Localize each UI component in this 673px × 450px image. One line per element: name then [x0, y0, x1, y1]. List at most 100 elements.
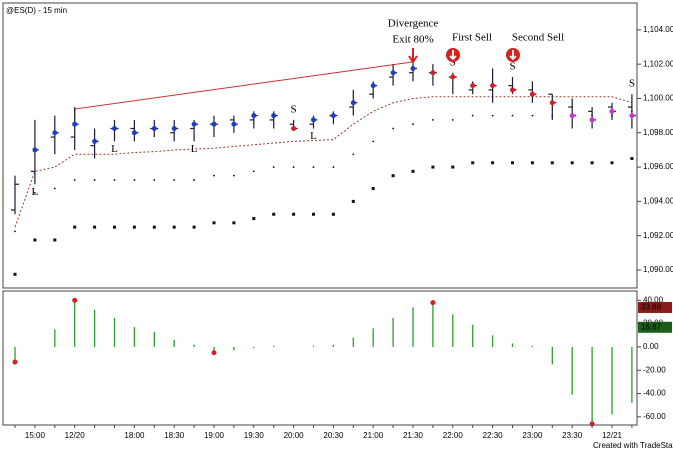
- lower-band-dot: [431, 165, 435, 169]
- signal-dot: [271, 113, 277, 119]
- divergence-arrow: [408, 48, 418, 64]
- lower-band-dot: [113, 225, 116, 229]
- band-dot: [193, 179, 196, 181]
- stop-line: [14, 96, 633, 228]
- lower-band-dot: [212, 221, 216, 225]
- lower-band-dot: [331, 212, 335, 216]
- signal-dot: [569, 113, 575, 119]
- lower-band-dot: [610, 161, 614, 165]
- y-tick-label: 40.00: [643, 295, 664, 304]
- peak-dot: [72, 297, 78, 303]
- signal-dot: [32, 147, 38, 153]
- signal-dot: [171, 125, 177, 131]
- band-dot: [113, 179, 116, 181]
- y-tick-label: 1,102.00: [643, 59, 673, 68]
- x-tick-label: 12/21: [602, 431, 623, 440]
- signal-label: L: [32, 186, 39, 198]
- lower-band-dot: [192, 225, 196, 229]
- x-tick-label: 22:30: [483, 431, 504, 440]
- x-tick-label: 15:00: [25, 431, 46, 440]
- signal-label: S: [450, 56, 456, 68]
- x-tick-label: 23:30: [562, 431, 583, 440]
- band-dot: [133, 179, 136, 181]
- y-tick-label: 1,104.00: [643, 25, 673, 34]
- lower-band-dot: [391, 174, 395, 178]
- lower-band-dot: [371, 187, 375, 191]
- band-dot: [272, 166, 275, 168]
- signal-dot: [430, 70, 436, 76]
- lower-band-dot: [471, 161, 475, 165]
- lower-band-dot: [152, 225, 156, 229]
- oscillator-pane: [2, 290, 638, 426]
- signal-label: L: [111, 143, 118, 155]
- band-dot: [352, 153, 355, 156]
- signal-dot: [470, 83, 476, 89]
- signal-dot: [291, 125, 297, 131]
- lower-band-dot: [93, 225, 97, 229]
- signal-label: L: [191, 143, 198, 155]
- lower-band-dot: [630, 157, 634, 161]
- x-tick-label: 20:30: [323, 431, 344, 440]
- signal-dot: [390, 70, 396, 76]
- y-tick-label: 1,090.00: [643, 265, 673, 274]
- y-tick-label: 1,094.00: [643, 196, 673, 205]
- band-dot: [491, 114, 494, 117]
- lower-band-dot: [411, 169, 415, 173]
- band-dot: [53, 187, 56, 190]
- lower-band-dot: [132, 225, 136, 229]
- signal-label: S: [509, 61, 515, 73]
- lower-band-dot: [232, 221, 236, 225]
- lower-band-dot: [53, 238, 57, 242]
- lower-band-dot: [550, 161, 554, 165]
- annotation: Divergence: [388, 18, 439, 30]
- signal-dot: [231, 121, 237, 127]
- signal-dot: [410, 65, 416, 71]
- lower-band-dot: [451, 165, 455, 169]
- lower-band-dot: [491, 161, 495, 165]
- price-pane: [2, 2, 638, 289]
- y-tick-label: 1,100.00: [643, 94, 673, 103]
- peak-dot: [589, 421, 595, 427]
- band-dot: [173, 179, 176, 181]
- lower-band-dot: [590, 161, 594, 165]
- signal-dot: [549, 100, 555, 106]
- y-tick-label: -60.00: [643, 412, 666, 421]
- lower-band-dot: [570, 161, 574, 165]
- band-dot: [153, 179, 156, 181]
- band-dot: [332, 166, 335, 168]
- band-dot: [292, 166, 295, 168]
- x-tick-label: 19:30: [244, 431, 265, 440]
- readout-box: [638, 321, 672, 333]
- band-dot: [312, 166, 315, 168]
- signal-dot: [609, 108, 615, 114]
- lower-band-dot: [73, 225, 77, 229]
- signal-dot: [112, 125, 117, 131]
- y-tick-label: 0.00: [643, 342, 659, 351]
- x-tick-label: 18:00: [124, 431, 145, 440]
- signal-dot: [211, 121, 217, 127]
- peak-dot: [211, 350, 217, 356]
- x-tick-label: 22:00: [443, 431, 464, 440]
- peak-dot: [12, 359, 18, 365]
- signal-dot: [72, 121, 78, 127]
- signal-dot: [490, 83, 496, 89]
- lower-band-dot: [351, 199, 355, 203]
- band-dot: [34, 191, 36, 194]
- signal-dot: [589, 117, 595, 123]
- readout-label: 16.87: [641, 322, 662, 331]
- signal-dot: [370, 83, 376, 89]
- signal-dot: [510, 87, 515, 93]
- y-tick-label: -40.00: [643, 389, 666, 398]
- band-dot: [73, 179, 76, 181]
- lower-band-dot: [172, 225, 176, 229]
- band-dot: [252, 170, 255, 173]
- footer: Created with TradeStati: [593, 441, 673, 450]
- band-dot: [372, 140, 375, 143]
- band-dot: [412, 123, 414, 126]
- signal-label: L: [310, 130, 317, 142]
- band-dot: [14, 230, 16, 233]
- x-tick-label: 23:00: [522, 431, 543, 440]
- signal-dot: [529, 91, 535, 97]
